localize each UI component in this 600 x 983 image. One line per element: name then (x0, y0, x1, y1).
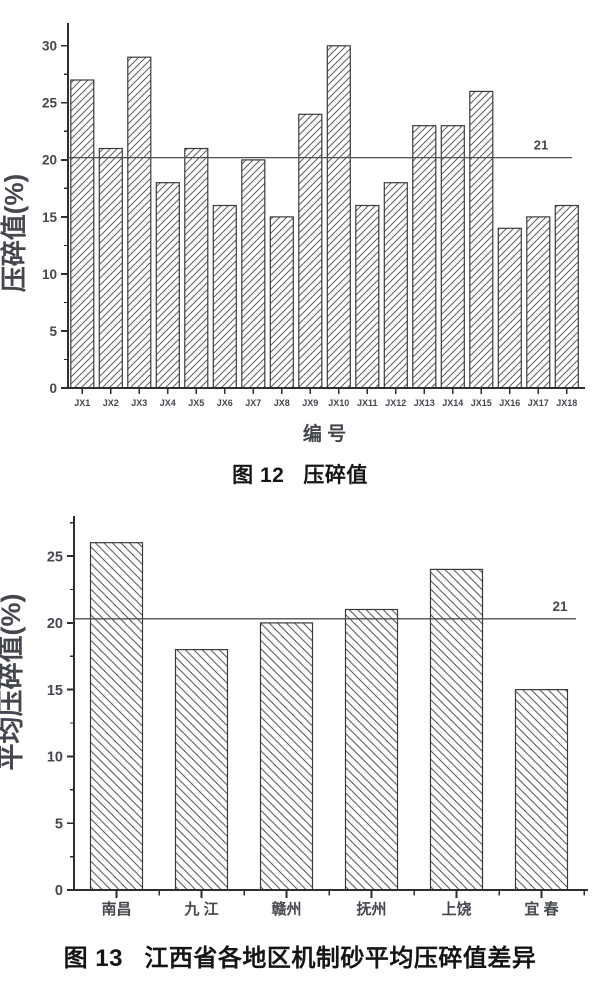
bar-JX9 (298, 113, 323, 389)
x-tick-label: JX6 (217, 398, 233, 408)
x-tick-label: JX11 (357, 398, 378, 408)
x-tick-label: 南昌 (101, 900, 131, 918)
bar-JX17 (526, 216, 551, 389)
bars (70, 45, 579, 389)
crushing-value-bar-chart: 0 5 10 15 20 25 30 JX1 JX2 JX3 JX4 JX5 JX6 JX7 JX8 JX9 J… (0, 23, 585, 445)
y-tick-label: 5 (49, 324, 57, 339)
bar-JX11 (355, 204, 380, 389)
x-tick-label: JX17 (528, 398, 549, 408)
bar-JX10 (326, 45, 351, 389)
bar-九 江 (174, 649, 229, 891)
figure-12: 0 5 10 15 20 25 30 JX1 JX2 JX3 JX4 JX5 JX6 JX7 JX8 JX9 J… (0, 0, 600, 490)
x-tick-label: 抚州 (356, 900, 386, 918)
y-tick-label: 10 (42, 267, 57, 282)
x-tick-label: JX9 (302, 398, 318, 408)
figure-12-caption: 图 12 压碎值 (232, 464, 368, 487)
figure-13: 0 5 10 15 20 25 南昌 九 江 赣州 抚州 上饶 宜 春 21 平均压碎值(%) 图 13 … (0, 490, 600, 983)
y-tick-label: 20 (42, 153, 57, 168)
y-tick-label: 30 (42, 39, 57, 54)
y-tick-label: 25 (42, 96, 58, 111)
y-tick-label: 20 (47, 616, 63, 632)
bars (89, 542, 569, 891)
y-tick-label: 5 (55, 816, 63, 832)
bar-宜 春 (514, 689, 569, 891)
x-tick-label: JX10 (328, 398, 349, 408)
figure-13-caption: 图 13 江西省各地区机制砂平均压碎值差异 (63, 945, 537, 972)
x-tick-label: JX18 (556, 398, 577, 408)
x-tick-label: JX12 (385, 398, 406, 408)
bar-上饶 (429, 568, 484, 891)
x-tick-label: JX7 (245, 398, 261, 408)
axes: 0 5 10 15 20 25 30 JX1 JX2 JX3 JX4 JX5 JX6 JX7 JX8 JX9 J… (42, 23, 585, 408)
x-tick-label: JX15 (471, 398, 492, 408)
axes: 0 5 10 15 20 25 南昌 九 江 赣州 抚州 上饶 宜 春 (47, 516, 588, 918)
x-tick-label: 上饶 (441, 900, 471, 918)
y-tick-label: 25 (47, 549, 63, 565)
x-tick-label: JX8 (274, 398, 290, 408)
x-tick-label: 九 江 (183, 900, 218, 918)
x-tick-label: JX2 (103, 398, 119, 408)
x-tick-label: JX1 (74, 398, 90, 408)
bar-JX13 (412, 125, 437, 389)
bar-南昌 (89, 542, 144, 891)
bar-JX14 (440, 125, 465, 389)
x-tick-label: JX3 (131, 398, 147, 408)
regional-average-crushing-value-bar-chart: 0 5 10 15 20 25 南昌 九 江 赣州 抚州 上饶 宜 春 21 平均压碎值(%) (0, 516, 588, 918)
y-tick-label: 15 (47, 683, 63, 699)
bar-JX4 (155, 182, 180, 389)
bar-JX1 (70, 79, 95, 389)
reference-line-label: 21 (534, 138, 548, 153)
x-tick-label: JX13 (414, 398, 435, 408)
x-axis-title: 编 号 (303, 422, 346, 445)
bar-JX16 (497, 227, 522, 389)
y-axis-title: 平均压碎值(%) (0, 594, 26, 771)
bar-赣州 (259, 622, 314, 891)
y-tick-label: 15 (42, 210, 58, 225)
bar-JX18 (554, 204, 579, 389)
reference-line-label: 21 (552, 599, 568, 614)
x-tick-label: 宜 春 (524, 900, 558, 918)
y-tick-label: 0 (49, 381, 57, 396)
bar-JX8 (269, 216, 294, 389)
x-tick-label: JX16 (499, 398, 520, 408)
x-tick-label: JX4 (160, 398, 176, 408)
x-tick-label: 赣州 (271, 900, 301, 918)
x-tick-label: JX14 (442, 398, 463, 408)
bar-JX5 (184, 147, 209, 389)
bar-JX6 (212, 204, 237, 389)
bar-JX2 (98, 147, 123, 389)
bar-JX12 (383, 182, 408, 389)
x-tick-label: JX5 (188, 398, 204, 408)
y-tick-label: 0 (55, 883, 63, 899)
bar-抚州 (344, 608, 399, 891)
y-axis-title: 压碎值(%) (0, 174, 29, 292)
bar-JX7 (241, 159, 266, 389)
bar-JX3 (127, 56, 152, 389)
y-tick-label: 10 (47, 750, 63, 766)
bar-JX15 (469, 90, 494, 389)
